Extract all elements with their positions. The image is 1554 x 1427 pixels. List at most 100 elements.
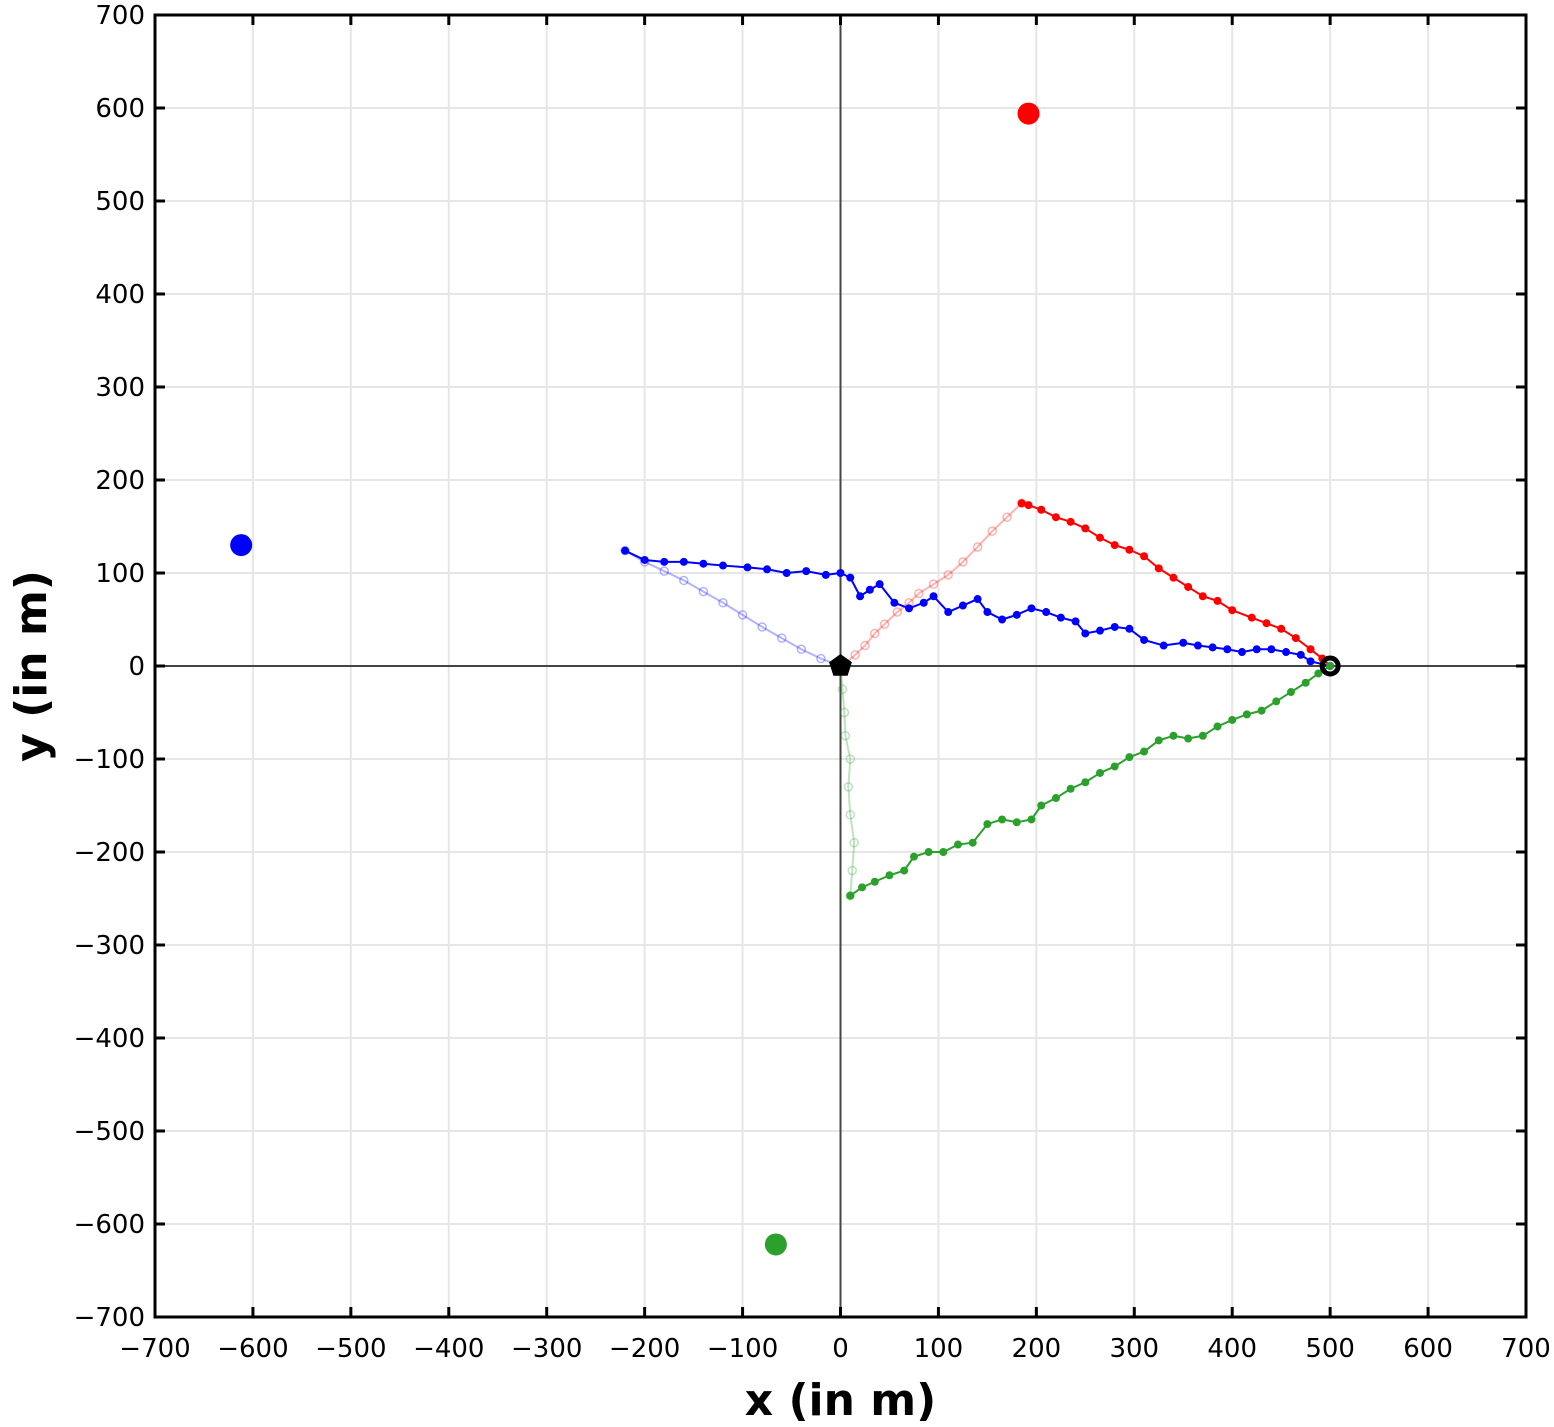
- return-path-line: [624, 549, 841, 667]
- outbound-point: [743, 563, 752, 572]
- outbound-point: [1306, 657, 1315, 666]
- x-tick-label: −300: [511, 1334, 582, 1364]
- outbound-point: [1125, 545, 1134, 554]
- outbound-point: [1223, 645, 1232, 654]
- outbound-path-line: [849, 665, 1331, 897]
- outbound-point: [973, 595, 982, 604]
- outbound-point: [1042, 608, 1051, 617]
- outbound-point: [1247, 613, 1256, 622]
- x-tick-label: −500: [315, 1334, 386, 1364]
- outbound-point: [821, 570, 830, 579]
- target-marker: [1017, 102, 1040, 125]
- outbound-point: [983, 608, 992, 617]
- outbound-point: [924, 848, 933, 856]
- outbound-path-line: [1021, 502, 1331, 667]
- outbound-point: [1282, 648, 1291, 657]
- return-point: [843, 782, 854, 792]
- y-tick-label: −600: [74, 1210, 145, 1240]
- outbound-point: [621, 546, 630, 555]
- y-tick-label: −500: [74, 1117, 145, 1147]
- outbound-point: [1056, 613, 1065, 622]
- outbound-point: [1301, 678, 1310, 687]
- return-point: [870, 628, 880, 639]
- outbound-point: [1012, 610, 1021, 619]
- outbound-point: [1066, 517, 1075, 526]
- outbound-point: [1184, 582, 1193, 591]
- outbound-point: [1198, 731, 1207, 740]
- return-point: [776, 633, 787, 643]
- ticks: [153, 13, 1528, 1319]
- outbound-point: [1262, 619, 1271, 628]
- outbound-point: [1140, 552, 1149, 561]
- outbound-point: [998, 815, 1007, 824]
- outbound-point: [1051, 794, 1060, 803]
- outbound-point: [1257, 706, 1266, 715]
- return-point: [837, 684, 848, 694]
- outbound-point: [1242, 710, 1251, 719]
- return-point: [845, 810, 856, 820]
- outbound-point: [1159, 641, 1168, 650]
- outbound-point: [1169, 731, 1178, 740]
- y-axis-label: y (in m): [6, 570, 57, 762]
- outbound-point: [846, 573, 855, 582]
- return-point: [914, 588, 924, 599]
- x-tick-label: 400: [1207, 1334, 1257, 1364]
- x-tick-label: 500: [1305, 1334, 1355, 1364]
- target-marker: [230, 534, 253, 557]
- outbound-point: [858, 883, 867, 892]
- outbound-point: [1213, 722, 1222, 731]
- outbound-point: [856, 592, 865, 601]
- x-tick-label: 700: [1501, 1334, 1551, 1364]
- x-tick-label: −400: [413, 1334, 484, 1364]
- return-point: [718, 598, 728, 608]
- x-axis-label: x (in m): [745, 1375, 937, 1426]
- outbound-paths: [621, 499, 1335, 900]
- y-tick-label: −200: [74, 838, 145, 868]
- return-point: [943, 570, 953, 580]
- outbound-point: [782, 569, 791, 577]
- return-point: [987, 526, 998, 536]
- outbound-point: [1184, 734, 1193, 743]
- y-tick-label: 700: [95, 1, 145, 31]
- return-point: [850, 650, 860, 660]
- x-tick-label: 100: [914, 1334, 964, 1364]
- outbound-point: [1179, 638, 1188, 647]
- outbound-point: [968, 838, 977, 847]
- return-point: [1002, 512, 1012, 522]
- return-paths: [620, 498, 1027, 901]
- outbound-point: [1228, 715, 1237, 724]
- outbound-point: [1140, 747, 1149, 756]
- outbound-point: [1326, 662, 1335, 670]
- y-tick-label: −300: [74, 931, 145, 961]
- outbound-point: [1238, 648, 1247, 657]
- return-point: [698, 586, 709, 597]
- x-tick-label: −700: [119, 1334, 190, 1364]
- outbound-point: [1125, 624, 1134, 633]
- x-tick-labels: −700 −600 −500 −400 −300 −200 −100 0 100 200 300 40…: [119, 1334, 1551, 1364]
- return-point: [849, 837, 859, 848]
- outbound-point: [905, 604, 914, 613]
- origin-marker: [829, 654, 852, 676]
- y-tick-label: −100: [74, 745, 145, 775]
- outbound-point: [699, 559, 708, 568]
- outbound-point: [865, 585, 874, 594]
- outbound-point: [1154, 736, 1163, 745]
- target-marker: [764, 1233, 787, 1256]
- x-tick-label: 300: [1109, 1334, 1159, 1364]
- outbound-point: [1066, 784, 1075, 793]
- outbound-point: [1096, 626, 1105, 635]
- outbound-point: [1051, 513, 1060, 522]
- outbound-point: [1306, 645, 1315, 654]
- outbound-point: [802, 567, 811, 576]
- outbound-point: [640, 555, 649, 564]
- outbound-point: [870, 877, 879, 886]
- outbound-point: [1154, 564, 1163, 573]
- x-tick-label: −600: [217, 1334, 288, 1364]
- y-tick-label: −400: [74, 1024, 145, 1054]
- return-point: [796, 644, 807, 655]
- y-tick-label: 200: [95, 466, 145, 496]
- outbound-point: [1213, 596, 1222, 605]
- y-tick-labels: −700 −600 −500 −400 −300 −200 −100 0 100 200 300 40…: [74, 1, 145, 1333]
- outbound-point: [919, 598, 928, 607]
- outbound-point: [900, 866, 909, 875]
